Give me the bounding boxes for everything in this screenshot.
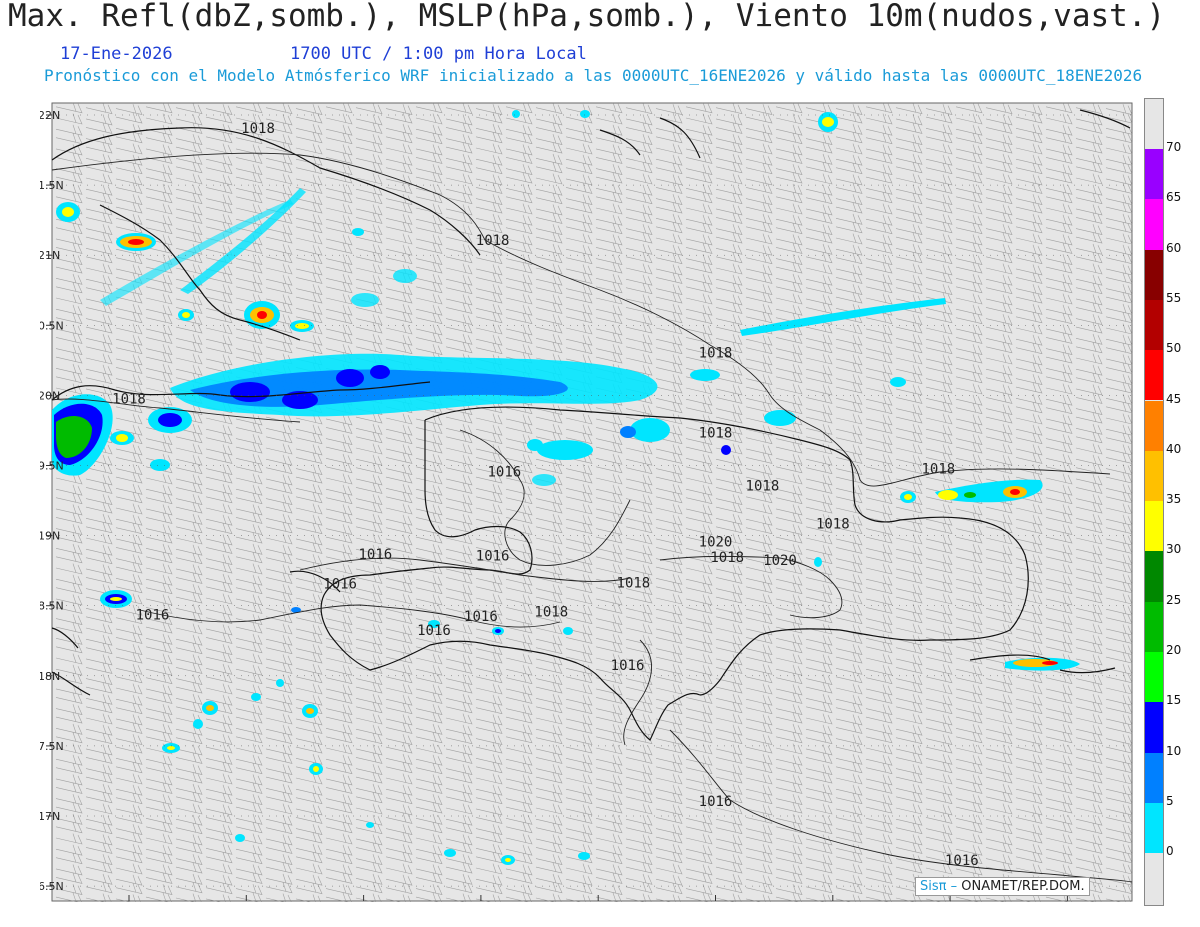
forecast-time: 1700 UTC / 1:00 pm Hora Local (290, 44, 587, 64)
colorbar-segment (1145, 400, 1163, 451)
colorbar-label: 60 (1166, 240, 1182, 255)
isobar-label: 1020 (763, 553, 797, 569)
colorbar-segment (1145, 450, 1163, 502)
colorbar-segment (1145, 551, 1163, 602)
colorbar-segment (1145, 601, 1163, 652)
isobar-label: 1018 (241, 121, 275, 137)
isobar-label: 1018 (710, 550, 744, 566)
forecast-date: 17-Ene-2026 (60, 44, 173, 64)
map-title: Max. Refl(dbZ,somb.), MSLP(hPa,somb.), V… (8, 0, 1166, 34)
colorbar-segment (1145, 752, 1163, 803)
colorbar-segment (1145, 802, 1163, 854)
isobar-label: 1016 (699, 794, 733, 810)
colorbar-segment (1145, 702, 1163, 753)
isobar-label: 1018 (617, 575, 651, 591)
reflectivity-colorbar (1144, 98, 1164, 906)
colorbar-label: 5 (1166, 793, 1174, 808)
colorbar-label: 30 (1166, 542, 1182, 557)
isobar-label: 1016 (358, 547, 392, 563)
isobar-label: 1018 (534, 605, 568, 621)
coastlines (51, 109, 1131, 741)
isobar-label: 1018 (476, 233, 510, 249)
isobar-label: 1016 (464, 609, 498, 625)
isobar-labels: 1018101810181018101810161018101810181020… (112, 121, 979, 869)
colorbar-label: 20 (1166, 643, 1182, 657)
colorbar-label: 65 (1166, 190, 1182, 205)
isobars (51, 152, 1133, 883)
isobar-label: 1018 (699, 425, 733, 441)
latitude-axis: 22N1.5N21N0.5N20N9.5N19N8.5N18N7.5N17N6.… (40, 109, 1132, 893)
longitude-axis: 76W75W74W73W72W71W70W69W68W (128, 895, 1068, 901)
colorbar-label: 40 (1166, 441, 1182, 456)
colorbar-label: 70 (1166, 140, 1182, 154)
colorbar-label: 10 (1166, 743, 1182, 758)
map-canvas: 1018101810181018101810161018101810181020… (40, 102, 1133, 902)
lat-tick-label: 1.5N (40, 179, 64, 192)
colorbar-label: 15 (1166, 693, 1182, 708)
colorbar-label: 45 (1166, 391, 1182, 406)
wind-barb-field (55, 102, 1133, 902)
map-frame (51, 102, 1133, 902)
isobar-label: 1018 (699, 345, 733, 361)
weather-map: 1018 1018 1018 1018 1018 1016 1018 1018 1018 1020… (40, 100, 1134, 902)
isobar-label: 1016 (945, 853, 979, 869)
lat-tick-label: 21N (40, 249, 60, 262)
isobar-label: 1018 (112, 392, 146, 408)
colorbar-label: 35 (1166, 492, 1182, 507)
colorbar-segment (1145, 149, 1163, 200)
colorbar-segment (1145, 652, 1163, 703)
isobar-label: 1016 (136, 608, 170, 624)
colorbar-label: 25 (1166, 592, 1182, 607)
isobar-label: 1016 (488, 465, 522, 481)
model-description: Pronóstico con el Modelo Atmósferico WRF… (44, 66, 1143, 85)
isobar-label: 1016 (323, 577, 357, 593)
isobar-label: 1016 (611, 658, 645, 674)
isobar-label: 1018 (746, 479, 780, 495)
colorbar-segment (1145, 350, 1163, 401)
colorbar-label: 55 (1166, 290, 1182, 305)
sispi-logo: Sisπ – (920, 879, 958, 894)
organization-label: ONAMET/REP.DOM. (961, 879, 1085, 894)
colorbar-segment (1145, 199, 1163, 250)
credit-box: Sisπ – ONAMET/REP.DOM. (915, 877, 1090, 896)
wind-barbs (55, 102, 1133, 902)
isobar-label: 1020 (699, 535, 733, 551)
isobar-label: 1016 (476, 549, 510, 565)
colorbar-label: 0 (1166, 844, 1174, 859)
colorbar-segment (1145, 299, 1163, 351)
isobar-label: 1018 (816, 516, 850, 532)
colorbar-label: 50 (1166, 341, 1182, 356)
colorbar-segment (1145, 249, 1163, 300)
isobar-label: 1018 (922, 462, 956, 478)
isobar-label: 1016 (417, 623, 451, 639)
colorbar-segment (1145, 501, 1163, 552)
